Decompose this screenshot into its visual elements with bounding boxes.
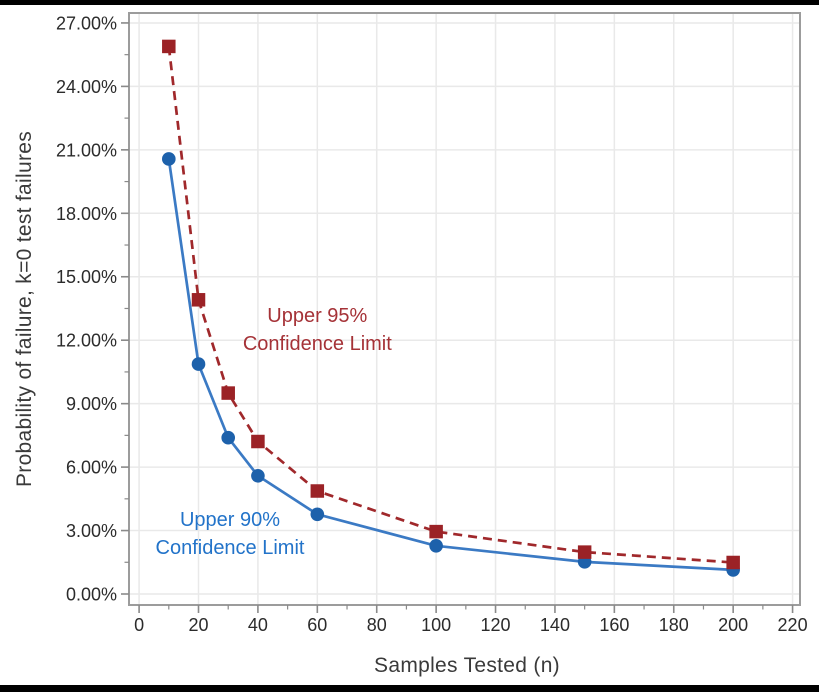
y-tick-label: 6.00% [66,458,117,478]
data-point-marker-upper-95-confidence-limit [577,545,592,559]
data-point-marker-upper-90-confidence-limit [162,152,176,166]
x-tick-label: 180 [659,615,689,635]
series-line-upper-90-confidence-limit [167,158,734,572]
series-annotation-label: Confidence Limit [243,333,392,355]
y-axis-title: Probability of failure, k=0 test failure… [13,131,36,487]
y-tick-label: 21.00% [56,140,117,160]
x-tick-label: 120 [481,615,511,635]
data-point-marker-upper-95-confidence-limit [726,555,740,570]
y-tick-label: 24.00% [56,77,117,97]
y-tick-label: 3.00% [66,521,117,541]
x-tick-label: 80 [367,615,387,635]
x-tick-label: 60 [307,615,327,635]
bottom-border-bar [0,685,819,692]
data-point-marker-upper-95-confidence-limit [429,524,443,539]
x-tick-label: 20 [188,615,208,635]
series-annotation-label: Upper 90% [180,509,280,531]
data-point-marker-upper-90-confidence-limit [251,468,265,483]
data-point-marker-upper-90-confidence-limit [191,357,206,371]
data-point-marker-upper-95-confidence-limit [162,39,176,54]
data-point-marker-upper-95-confidence-limit [251,434,265,449]
x-tick-label: 220 [778,615,808,635]
data-point-marker-upper-90-confidence-limit [221,430,236,445]
y-tick-label: 9.00% [66,394,117,414]
y-tick-label: 27.00% [56,13,117,33]
series-annotation-label: Upper 95% [267,305,367,327]
data-point-marker-upper-90-confidence-limit [429,538,443,553]
tick-label-layer: 0 20 40 60 80 100 120 140 160 180 200 220 0.00% 3.00%… [56,13,808,635]
x-tick-label: 140 [540,615,570,635]
data-point-marker-upper-95-confidence-limit [310,484,325,498]
x-tick-label: 0 [134,615,144,635]
x-tick-label: 100 [421,615,451,635]
data-point-marker-upper-95-confidence-limit [221,386,235,400]
y-tick-label: 0.00% [66,585,117,605]
series-annotation-label: Confidence Limit [156,537,305,559]
series-layer [162,39,740,577]
x-tick-label: 160 [599,615,629,635]
top-border-bar [0,0,819,5]
tick-layer [121,22,794,613]
data-point-marker-upper-90-confidence-limit [310,507,325,522]
series-line-upper-95-confidence-limit [167,46,734,564]
grid-layer [129,13,800,605]
annotation-layer: Upper 95% Confidence Limit Upper 90% Confid… [156,305,393,559]
x-tick-label: 200 [718,615,748,635]
data-point-marker-upper-95-confidence-limit [191,293,206,307]
y-tick-label: 12.00% [56,331,117,351]
y-tick-label: 18.00% [56,204,117,224]
x-axis-title: Samples Tested (n) [374,654,560,677]
x-tick-label: 40 [248,615,268,635]
y-tick-label: 15.00% [56,267,117,287]
